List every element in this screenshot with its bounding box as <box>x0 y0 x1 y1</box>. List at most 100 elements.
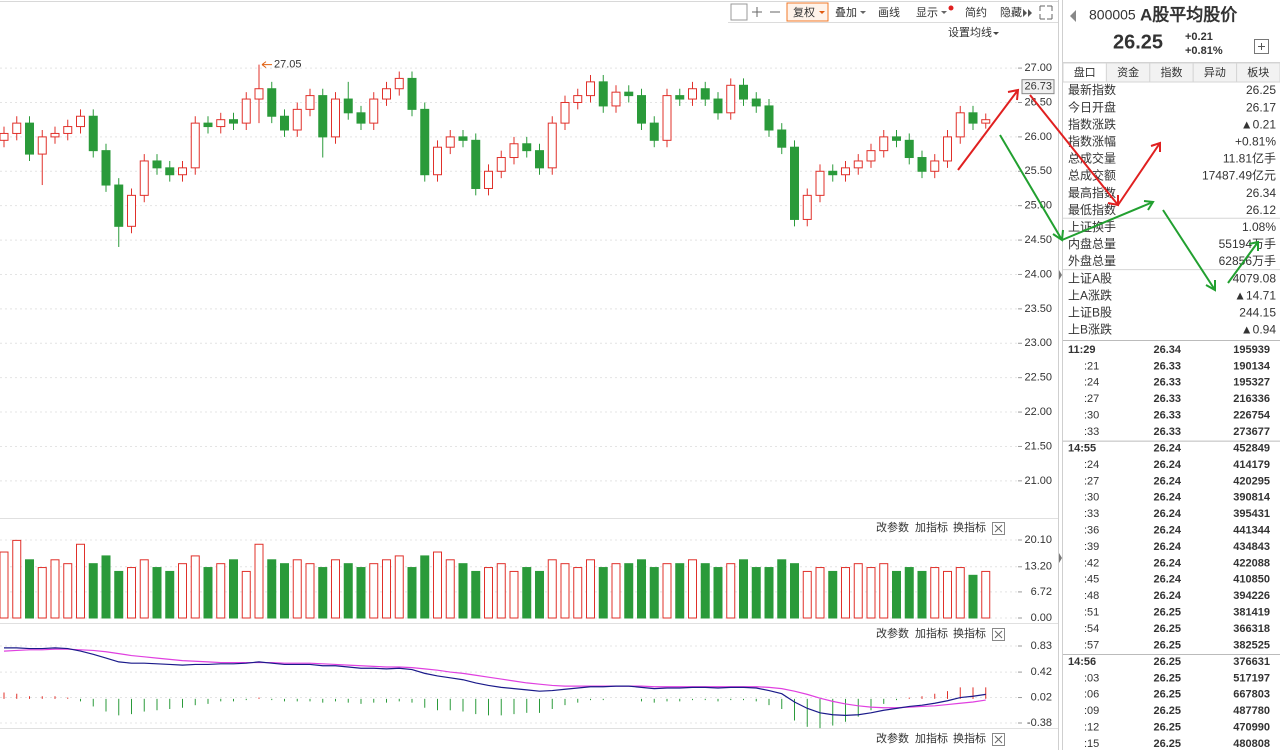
tool-button[interactable]: 加指标 <box>915 731 948 745</box>
tab-label: 异动 <box>1204 66 1226 79</box>
trade-volume: 394226 <box>1233 590 1270 602</box>
trade-price: 26.25 <box>1153 722 1181 734</box>
candle-body <box>178 167 187 176</box>
y-tick-label: 20.10 <box>1024 534 1052 546</box>
y-tick-label: 21.50 <box>1024 440 1052 452</box>
candle-body <box>981 119 991 124</box>
y-tick-label: 24.50 <box>1024 234 1052 246</box>
candle-body <box>547 122 557 169</box>
volume-bar <box>662 563 672 619</box>
volume-bar <box>331 559 340 619</box>
volume-bar <box>241 570 251 619</box>
volume-bar <box>611 563 621 619</box>
candle-body <box>305 95 315 110</box>
fullscreen-icon[interactable] <box>1039 5 1053 20</box>
button-frame[interactable] <box>786 2 829 22</box>
candle-body <box>101 150 111 186</box>
trade-price: 26.24 <box>1153 508 1181 520</box>
y-tick-label: 22.50 <box>1024 372 1052 384</box>
volume-bar <box>356 567 366 619</box>
trade-time: :03 <box>1084 672 1099 684</box>
trade-volume: 390814 <box>1233 492 1271 504</box>
ma-setting[interactable]: 设置均线 <box>948 25 992 39</box>
volume-bar <box>790 563 799 619</box>
quote-value: ▲14.71 <box>1234 288 1276 302</box>
quote-value: 55194万手 <box>1219 237 1276 251</box>
candle-body <box>815 170 825 196</box>
tool-button[interactable]: 加指标 <box>915 520 948 534</box>
candle-body <box>649 122 659 141</box>
tool-button[interactable]: 加指标 <box>915 626 948 640</box>
quote-value: 11.81亿手 <box>1223 151 1276 166</box>
candle-body <box>598 81 608 107</box>
trade-price: 26.25 <box>1153 639 1181 651</box>
candle-body <box>88 115 98 152</box>
toolbar-button[interactable]: 显示 <box>916 6 938 19</box>
toolbar-button[interactable]: 简约 <box>965 5 987 19</box>
volume-bar <box>496 563 506 619</box>
tool-button[interactable]: 改参数 <box>876 626 909 640</box>
y-tick-label: 26.00 <box>1024 131 1052 143</box>
tool-button[interactable]: 换指标 <box>953 731 986 745</box>
trade-volume: 376631 <box>1233 656 1270 668</box>
volume-bar <box>509 570 519 619</box>
volume-bar <box>63 563 73 619</box>
candle-body <box>471 139 481 189</box>
volume-bar <box>254 543 264 619</box>
close-button[interactable] <box>992 522 1005 535</box>
tool-button[interactable]: 改参数 <box>876 520 909 534</box>
red-arrow <box>1117 141 1161 206</box>
volume-bar <box>305 563 315 619</box>
candle-body <box>458 136 468 141</box>
icon-zoom-in[interactable] <box>752 7 762 17</box>
volume-bar <box>866 567 876 619</box>
y-tick-label: 25.00 <box>1024 200 1052 212</box>
quote-value: 26.25 <box>1246 83 1276 97</box>
quote-label: 指数涨跌 <box>1068 116 1116 131</box>
tool-button[interactable]: 换指标 <box>953 626 986 640</box>
candle-body <box>828 170 838 176</box>
toolbar-button[interactable]: 隐藏 <box>1000 6 1022 19</box>
volume-bar <box>12 539 22 619</box>
prev-icon[interactable] <box>1070 10 1076 22</box>
dea-line <box>3 648 986 709</box>
icon-lock[interactable] <box>730 3 748 21</box>
candle-body <box>713 98 723 114</box>
toolbar-button[interactable]: 叠加 <box>835 6 857 19</box>
trade-volume: 273677 <box>1233 426 1270 438</box>
close-button[interactable] <box>992 733 1005 746</box>
volume-bar <box>267 559 277 619</box>
tool-button[interactable]: 改参数 <box>876 731 909 745</box>
candle-body <box>292 108 302 131</box>
toolbar-button[interactable]: 复权 <box>793 5 815 19</box>
candle-body <box>25 122 34 155</box>
quote-value: 1.08% <box>1242 220 1276 234</box>
green-arrow <box>1162 209 1216 292</box>
trade-volume: 441344 <box>1233 525 1271 537</box>
tool-button[interactable]: 换指标 <box>953 520 986 534</box>
y-tick-label: 27.00 <box>1024 62 1052 74</box>
candle-body <box>866 150 876 162</box>
volume-bar <box>777 559 787 619</box>
quote-header: 800005 A股平均股价 26.25 +0.21 +0.81% <box>1063 4 1280 63</box>
volume-bar <box>522 567 532 619</box>
trade-volume: 195327 <box>1233 377 1270 389</box>
trade-price: 26.33 <box>1153 426 1181 438</box>
candle-body <box>802 194 812 220</box>
add-button[interactable] <box>1254 39 1269 54</box>
close-button[interactable] <box>992 628 1005 641</box>
volume-bar <box>114 570 124 619</box>
volume-bar <box>445 559 455 619</box>
toolbar-button[interactable]: 画线 <box>878 5 900 19</box>
volume-bar <box>688 559 697 619</box>
volume-bar <box>649 567 659 619</box>
quote-label: 上A涨跌 <box>1068 287 1112 302</box>
volume-bar <box>815 567 825 619</box>
volume-bar <box>930 567 940 619</box>
trade-time: :57 <box>1084 639 1099 651</box>
trade-time: :12 <box>1084 722 1099 734</box>
volume-bar <box>955 567 965 619</box>
volume-bar <box>547 559 557 619</box>
y-tick-label: 23.00 <box>1024 337 1052 349</box>
